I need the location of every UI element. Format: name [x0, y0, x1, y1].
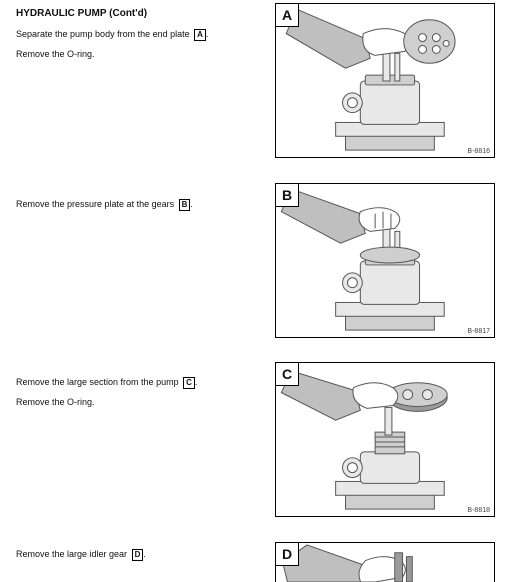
period: .	[190, 199, 193, 209]
figure-d: D	[275, 542, 495, 582]
page: HYDRAULIC PUMP (Cont'd) Separate the pum…	[0, 0, 510, 582]
figure-a-code: B-8816	[467, 148, 490, 155]
period: .	[143, 549, 146, 559]
period: .	[206, 29, 209, 39]
figure-c-code: B-8818	[467, 507, 490, 514]
figure-a-illustration	[276, 4, 494, 157]
step-b-line1: Remove the pressure plate at the gears B…	[16, 198, 193, 211]
step-a1-ref: A	[194, 29, 206, 41]
section-heading: HYDRAULIC PUMP (Cont'd)	[16, 8, 147, 19]
figure-c-letter: C	[276, 363, 299, 386]
step-c-line1: Remove the large section from the pump C…	[16, 376, 197, 389]
step-a-line2: Remove the O-ring.	[16, 48, 95, 61]
step-b1-ref: B	[179, 199, 191, 211]
step-d-line1: Remove the large idler gear D.	[16, 548, 146, 561]
figure-c-illustration	[276, 363, 494, 516]
figure-b-letter: B	[276, 184, 299, 207]
step-b1-text: Remove the pressure plate at the gears	[16, 199, 174, 209]
step-a-line1: Separate the pump body from the end plat…	[16, 28, 208, 41]
figure-d-letter: D	[276, 543, 299, 566]
figure-a: A B-8816	[275, 3, 495, 158]
figure-b: B B-8817	[275, 183, 495, 338]
figure-b-code: B-8817	[467, 328, 490, 335]
figure-c: C B-8818	[275, 362, 495, 517]
step-d1-ref: D	[132, 549, 144, 561]
step-a1-text: Separate the pump body from the end plat…	[16, 29, 190, 39]
step-c1-text: Remove the large section from the pump	[16, 377, 179, 387]
figure-d-illustration	[276, 543, 494, 582]
step-c-line2: Remove the O-ring.	[16, 396, 95, 409]
step-d1-text: Remove the large idler gear	[16, 549, 127, 559]
period: .	[195, 377, 198, 387]
figure-a-letter: A	[276, 4, 299, 27]
step-c1-ref: C	[183, 377, 195, 389]
figure-b-illustration	[276, 184, 494, 337]
